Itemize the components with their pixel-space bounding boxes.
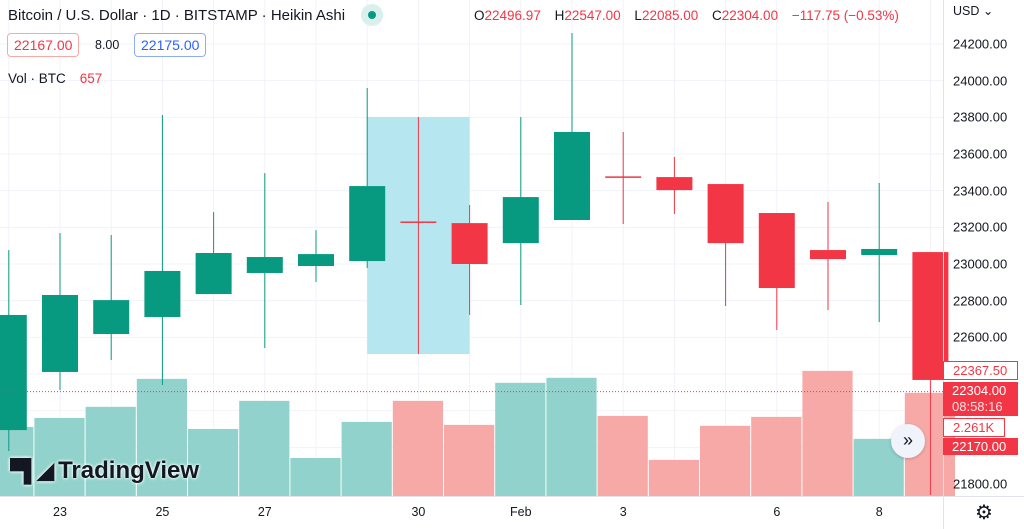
time-tick-label: 23 xyxy=(53,505,67,519)
candle-body xyxy=(144,270,181,317)
volume-bar xyxy=(648,459,699,496)
price-tick-label: 23200.00 xyxy=(953,219,1008,235)
price-tick-label: 23600.00 xyxy=(953,146,1008,162)
volume-bar xyxy=(597,415,648,496)
candle-body xyxy=(93,300,130,335)
candle-body xyxy=(349,186,386,262)
currency-label: USD xyxy=(953,4,980,18)
ohlc-values: O22496.97 H22547.00 L22085.00 C22304.00 … xyxy=(474,8,909,23)
scroll-to-realtime-button[interactable]: » xyxy=(891,424,925,458)
candle-body xyxy=(554,131,590,220)
volume-bar xyxy=(392,400,443,496)
tradingview-logo-icon: ▀▌◢ xyxy=(10,458,54,483)
bar-countdown: 08:58:16 xyxy=(952,399,1003,414)
candle-body xyxy=(195,252,232,295)
time-tick-label: 6 xyxy=(773,505,781,519)
volume-bar xyxy=(802,370,853,496)
volume-bar xyxy=(239,400,290,496)
time-tick-label: 25 xyxy=(155,505,170,519)
volume-value: 657 xyxy=(79,71,103,86)
spread-value: 8.00 xyxy=(95,38,120,52)
last-price-tag: 22304.00 08:58:16 xyxy=(943,382,1018,416)
time-tick-label: Feb xyxy=(510,505,532,519)
candle-body xyxy=(605,176,642,178)
candle-body xyxy=(246,257,283,273)
price-tick-label: 22600.00 xyxy=(953,329,1008,345)
close-value: 22304.00 xyxy=(721,8,779,23)
candle-body xyxy=(42,294,78,372)
price-tick-label: 23800.00 xyxy=(953,109,1008,125)
volume-bar xyxy=(495,382,546,496)
volume-bar xyxy=(546,377,597,496)
tradingview-logo[interactable]: ▀▌◢ TradingView xyxy=(10,457,199,485)
time-tick-label: 8 xyxy=(875,505,883,519)
currency-selector[interactable]: USD ⌄ xyxy=(953,3,993,18)
price-tick-label: 23000.00 xyxy=(953,256,1008,272)
close-label: C xyxy=(712,8,722,23)
volume-bar xyxy=(751,416,802,496)
time-tick-label: 27 xyxy=(257,505,272,519)
candle-body xyxy=(810,250,846,260)
open-label: O xyxy=(474,8,485,23)
volume-bar xyxy=(290,458,341,496)
sell-button[interactable]: 22167.00 xyxy=(7,33,80,57)
logo-text: TradingView xyxy=(58,457,200,484)
volume-bar xyxy=(188,428,239,496)
volume-bar xyxy=(85,406,136,496)
price-tick-label: 23400.00 xyxy=(953,183,1008,199)
double-chevron-right-icon: » xyxy=(902,430,913,450)
last-open-tag: 22367.50 xyxy=(943,361,1018,380)
candle-body xyxy=(400,221,437,223)
candle-body xyxy=(861,248,898,256)
volume-bar xyxy=(444,424,495,496)
candle-body xyxy=(656,177,693,191)
volume-bar xyxy=(0,426,34,496)
candle-body xyxy=(758,213,795,289)
price-tick-label: 24000.00 xyxy=(953,73,1008,89)
symbol-title[interactable]: Bitcoin / U.S. Dollar · 1D · BITSTAMP · … xyxy=(8,6,346,24)
candle-body xyxy=(707,184,744,244)
candle-body xyxy=(0,314,27,431)
volume-label[interactable]: Vol · BTC xyxy=(8,71,66,86)
price-tick-label: 21800.00 xyxy=(953,476,1008,492)
candle-body xyxy=(502,197,539,244)
symbol-legend: Bitcoin / U.S. Dollar · 1D · BITSTAMP · … xyxy=(8,4,384,26)
volume-tag: 2.261K xyxy=(943,418,1005,437)
volume-bar xyxy=(34,417,85,496)
volume-bar xyxy=(700,425,751,496)
candle-body xyxy=(298,254,334,267)
time-tick-label: 3 xyxy=(619,505,627,519)
candle-body xyxy=(451,223,488,264)
change-value: −117.75 (−0.53%) xyxy=(791,8,899,23)
low-value: 22085.00 xyxy=(641,8,699,23)
settings-gear-icon[interactable]: ⚙ xyxy=(975,502,993,524)
candle-body xyxy=(912,252,949,380)
volume-bar xyxy=(136,378,187,496)
low-label: L xyxy=(634,8,642,23)
buy-button[interactable]: 22175.00 xyxy=(134,33,207,57)
high-label: H xyxy=(554,8,565,23)
market-open-status-icon xyxy=(361,4,384,26)
high-value: 22547.00 xyxy=(564,8,621,23)
chevron-down-icon: ⌄ xyxy=(982,4,994,18)
last-price-value: 22304.00 xyxy=(952,383,1007,398)
bid-price-tag: 22170.00 xyxy=(943,438,1018,455)
price-tick-label: 22800.00 xyxy=(953,293,1008,309)
price-tick-label: 24200.00 xyxy=(953,36,1008,52)
time-tick-label: 30 xyxy=(411,505,426,519)
volume-legend: Vol · BTC 657 xyxy=(8,71,102,86)
volume-bar xyxy=(341,421,392,496)
open-value: 22496.97 xyxy=(484,8,541,23)
